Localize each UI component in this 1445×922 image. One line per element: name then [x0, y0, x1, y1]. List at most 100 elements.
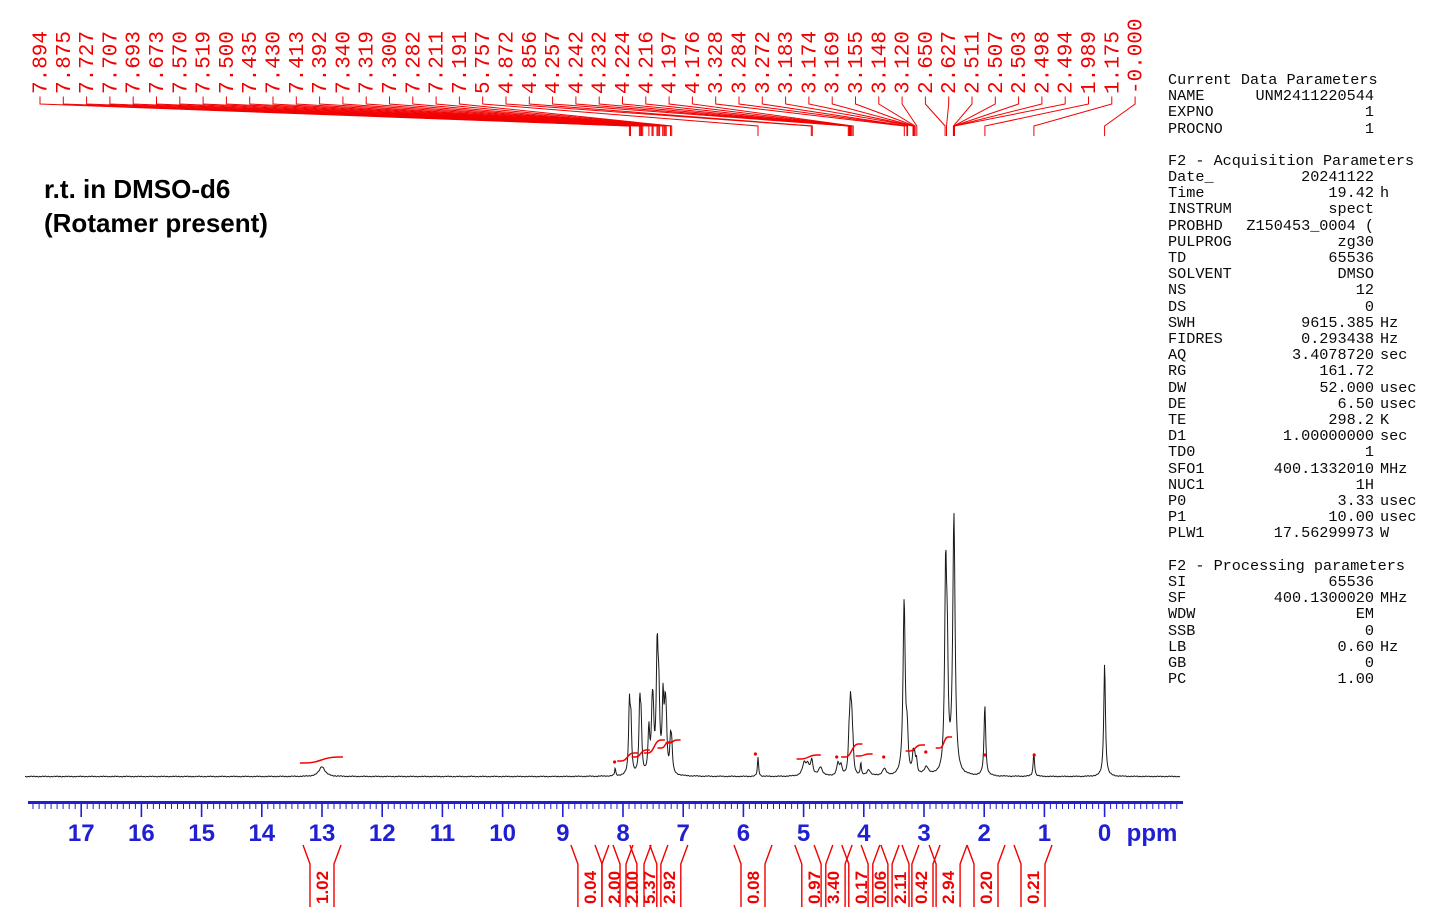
parameter-name: LB — [1168, 637, 1187, 656]
fan-line — [952, 96, 973, 136]
integral-curve — [905, 744, 925, 752]
parameter-value: 1.00000000 — [1282, 427, 1374, 446]
integral-bracket-left — [594, 844, 603, 907]
integral-curve — [657, 741, 673, 749]
integral-curve — [855, 753, 873, 757]
parameter-name: Date_ — [1168, 168, 1214, 187]
integral-bracket-left — [901, 844, 910, 907]
integral-bracket-left — [928, 844, 937, 907]
axis-unit-label: ppm — [1127, 820, 1178, 847]
integral-bracket-left — [302, 844, 311, 907]
integral-bracket-right — [625, 844, 634, 907]
axis-tick-label: 10 — [489, 820, 516, 847]
fan-line — [528, 96, 813, 136]
fan-line — [953, 96, 1020, 136]
parameter-name: D1 — [1168, 427, 1187, 446]
peak-label: 3.155 — [846, 31, 869, 94]
parameter-name: SWH — [1168, 313, 1196, 332]
integral-bracket-right — [911, 844, 920, 907]
parameter-name: SFO1 — [1168, 459, 1205, 478]
parameter-value: 0 — [1364, 297, 1374, 316]
peak-assignment-lines — [39, 96, 1136, 136]
parameter-row: TD0 1 — [1168, 444, 1374, 460]
spectrum-trace — [25, 513, 1181, 778]
peak-label: 4.242 — [566, 31, 589, 94]
integral-value: 0.06 — [871, 871, 890, 904]
parameter-value: 65536 — [1328, 249, 1374, 268]
fan-line — [691, 96, 854, 136]
parameter-value: UNM2411220544 — [1255, 87, 1374, 106]
fan-line — [878, 96, 916, 136]
integral-bracket-right — [932, 844, 941, 907]
fan-line — [575, 96, 850, 136]
fan-line — [225, 96, 654, 136]
parameter-value: 400.1332010 — [1273, 459, 1374, 478]
integral-bracket-left — [733, 844, 742, 907]
axis-tick-label: 16 — [128, 820, 155, 847]
parameter-name: TD0 — [1168, 443, 1196, 462]
integral-value: 5.37 — [640, 871, 659, 904]
integral-value: 2.94 — [939, 870, 958, 904]
parameter-unit: W — [1380, 524, 1390, 543]
integral-bracket-right — [764, 844, 773, 907]
integral-curve — [841, 743, 863, 758]
parameter-value: EM — [1355, 605, 1374, 624]
fan-line — [202, 96, 653, 136]
annotation-line1: r.t. in DMSO-d6 — [44, 174, 231, 204]
peak-label: 7.282 — [403, 31, 426, 94]
parameter-unit: usec — [1380, 492, 1417, 511]
sample-annotation: r.t. in DMSO-d6 (Rotamer present) — [44, 172, 268, 240]
integral-value: 0.42 — [912, 871, 931, 904]
integral-value: 2.92 — [660, 871, 679, 904]
integral-brackets — [302, 844, 1053, 907]
parameter-value: 19.42 — [1328, 184, 1374, 203]
peak-label: 7.570 — [170, 31, 193, 94]
parameter-value: Z150453_0004 ( — [1246, 216, 1374, 235]
fan-line — [984, 96, 1089, 136]
parameter-value: 1.00 — [1337, 670, 1374, 689]
parameter-name: TE — [1168, 411, 1187, 430]
axis-tick-label: 7 — [677, 820, 690, 847]
parameter-value: 12 — [1355, 281, 1374, 300]
parameter-unit: h — [1380, 184, 1390, 203]
parameter-unit: MHz — [1380, 459, 1408, 478]
peak-label: 7.319 — [357, 31, 380, 94]
parameter-name: PULPROG — [1168, 232, 1232, 251]
parameter-row: DW 52.000 usec — [1168, 379, 1416, 396]
parameter-row: WDW EM — [1168, 606, 1374, 622]
peak-label: 2.511 — [963, 31, 986, 94]
integral-mark — [1032, 753, 1036, 757]
parameter-unit: Hz — [1380, 313, 1399, 332]
peak-label: 3.148 — [869, 31, 892, 94]
axis-tick-label: 9 — [556, 820, 569, 847]
integral-curve — [665, 739, 681, 744]
peak-label: 7.727 — [77, 31, 100, 94]
parameter-value: 298.2 — [1328, 411, 1374, 430]
peak-label: 7.300 — [380, 31, 403, 94]
axis-tick-label: 12 — [369, 820, 396, 847]
fan-line — [738, 96, 908, 136]
parameter-name: EXPNO — [1168, 103, 1214, 122]
parameter-value: 6.50 — [1337, 394, 1374, 413]
peak-label: 1.175 — [1102, 31, 1125, 94]
integral-bracket-right — [333, 844, 342, 907]
axis-tick-label: 13 — [309, 820, 336, 847]
peak-label: 7.435 — [240, 31, 263, 94]
integral-mark — [613, 760, 617, 764]
axis-tick-label: 14 — [248, 820, 275, 847]
integral-bracket-right — [997, 844, 1006, 907]
peak-label: 3.169 — [823, 31, 846, 94]
parameter-row: GB 0 — [1168, 655, 1374, 671]
integral-curve — [643, 739, 665, 754]
parameter-section: F2 - Acquisition Parameters Date_ 20241122… — [1168, 153, 1417, 543]
fan-line — [458, 96, 673, 136]
peak-label: 7.392 — [310, 31, 333, 94]
parameter-value: 1H — [1355, 475, 1374, 494]
parameter-row: PULPROG zg30 — [1168, 234, 1374, 250]
parameter-name: DS — [1168, 297, 1187, 316]
parameter-unit: usec — [1380, 508, 1417, 527]
fan-line — [761, 96, 909, 136]
integral-bracket-left — [612, 844, 621, 907]
